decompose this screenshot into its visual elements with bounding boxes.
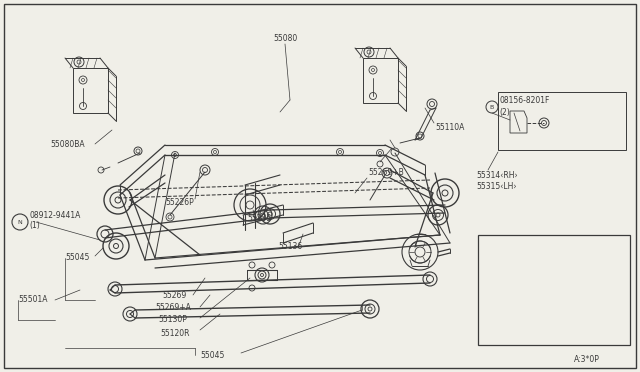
Text: 55045: 55045 xyxy=(65,253,90,263)
Text: 55110A: 55110A xyxy=(435,122,465,131)
Text: 55314‹RH›: 55314‹RH› xyxy=(476,170,518,180)
Text: 55269: 55269 xyxy=(162,291,186,299)
Bar xyxy=(498,92,626,150)
Bar xyxy=(478,235,630,345)
Text: 55269+A: 55269+A xyxy=(155,304,191,312)
Text: F/DRUM BRAKE: F/DRUM BRAKE xyxy=(492,321,550,330)
Text: 55501A: 55501A xyxy=(18,295,47,305)
Text: 55226P: 55226P xyxy=(165,198,194,206)
Text: A:3*0P: A:3*0P xyxy=(574,356,600,365)
Text: (2): (2) xyxy=(499,108,509,116)
Text: 55136: 55136 xyxy=(278,241,302,250)
Text: (1): (1) xyxy=(29,221,40,230)
Text: 55135: 55135 xyxy=(247,214,271,222)
Text: 55315‹LH›: 55315‹LH› xyxy=(476,182,516,190)
Text: 55080: 55080 xyxy=(273,33,297,42)
Text: 08156-8201F: 08156-8201F xyxy=(499,96,549,105)
Text: 55130P: 55130P xyxy=(158,315,187,324)
Text: 55045: 55045 xyxy=(200,350,225,359)
Text: 08912-9441A: 08912-9441A xyxy=(29,211,81,219)
Text: 55269+B: 55269+B xyxy=(368,167,404,176)
Text: 55501A: 55501A xyxy=(498,243,527,251)
Text: 55080BA: 55080BA xyxy=(50,140,84,148)
Text: B: B xyxy=(490,105,494,109)
Text: N: N xyxy=(18,219,22,224)
Text: 55120R: 55120R xyxy=(160,328,189,337)
